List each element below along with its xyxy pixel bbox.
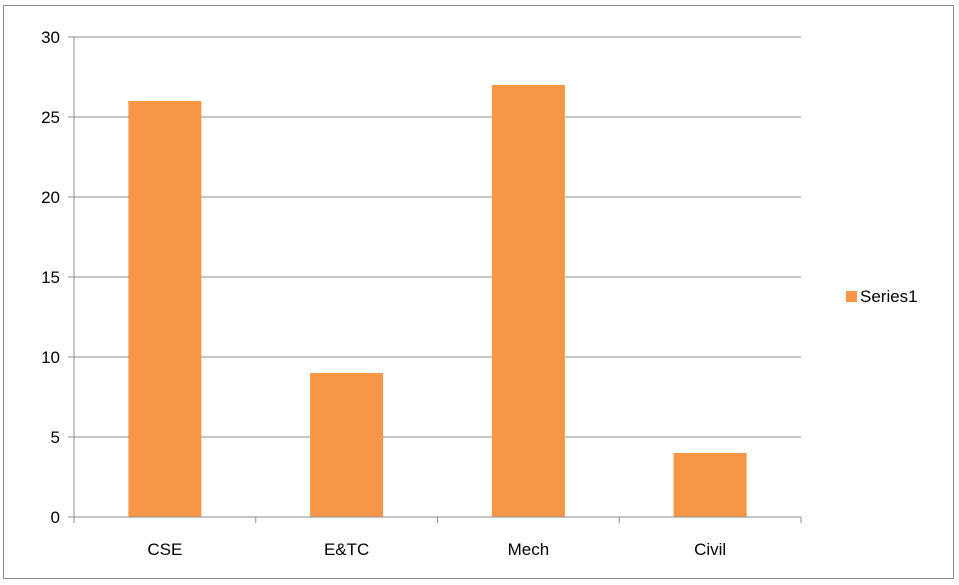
legend: Series1 <box>846 287 918 306</box>
y-tick-label: 25 <box>41 108 60 127</box>
y-tick-label: 20 <box>41 188 60 207</box>
y-tick-label: 5 <box>51 428 60 447</box>
axes <box>73 37 802 523</box>
y-tick-label: 10 <box>41 348 60 367</box>
legend-label: Series1 <box>860 287 918 306</box>
bar-civil <box>673 453 747 517</box>
bar-e-tc <box>310 373 384 517</box>
bar-mech <box>491 85 565 517</box>
legend-swatch <box>846 291 857 302</box>
x-tick-label: Mech <box>508 540 550 559</box>
x-tick-label: E&TC <box>324 540 369 559</box>
y-tick-label: 30 <box>41 28 60 47</box>
bars <box>128 85 747 517</box>
y-tick-label: 0 <box>51 508 60 527</box>
y-tick-label: 15 <box>41 268 60 287</box>
y-axis-tick-labels: 0 5 10 15 20 25 30 <box>41 28 60 527</box>
x-tick-label: CSE <box>147 540 182 559</box>
x-tick-label: Civil <box>694 540 726 559</box>
bar-cse <box>128 101 202 517</box>
x-axis-tick-labels: CSE E&TC Mech Civil <box>147 540 726 559</box>
